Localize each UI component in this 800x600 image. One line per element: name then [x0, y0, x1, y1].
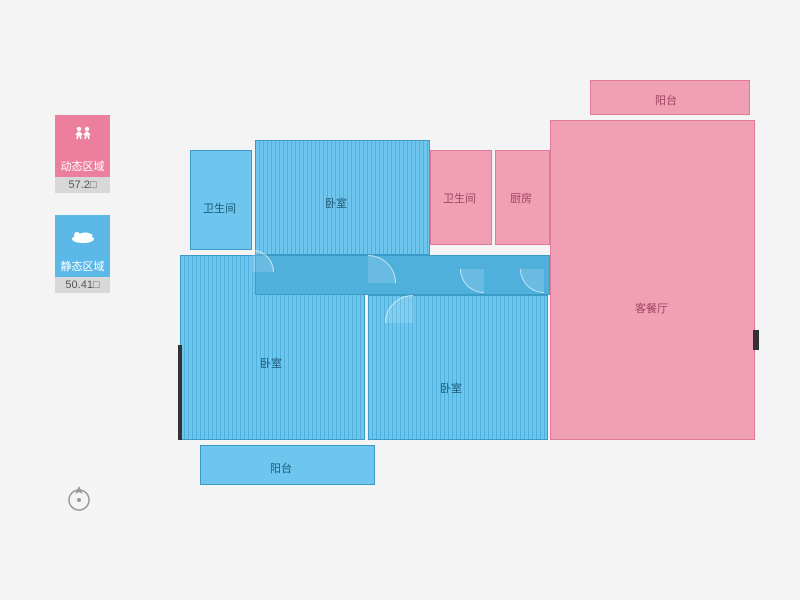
- people-icon: [71, 125, 95, 145]
- sleep-icon: [70, 226, 96, 244]
- room-label-kitchen: 厨房: [510, 190, 532, 206]
- room-hallway: [255, 255, 550, 295]
- legend-dynamic-value: 57.2□: [55, 177, 110, 193]
- room-label-bedroom1: 卧室: [325, 195, 347, 211]
- room-label-bedroom3: 卧室: [440, 380, 462, 396]
- legend-static-swatch: [55, 215, 110, 255]
- legend-static-label: 静态区域: [55, 255, 110, 277]
- room-label-bathroom2: 卫生间: [443, 190, 476, 206]
- legend-dynamic-label: 动态区域: [55, 155, 110, 177]
- legend-panel: 动态区域 57.2□ 静态区域 50.41□: [55, 115, 110, 315]
- room-living-main: [550, 120, 755, 440]
- compass-icon: [62, 480, 96, 519]
- room-label-balcony-bottom: 阳台: [270, 460, 292, 476]
- room-label-bathroom1: 卫生间: [203, 200, 236, 216]
- legend-static: 静态区域 50.41□: [55, 215, 110, 293]
- wall-accent: [753, 330, 759, 350]
- room-label-balcony-top: 阳台: [655, 92, 677, 108]
- legend-static-value: 50.41□: [55, 277, 110, 293]
- room-label-living-main: 客餐厅: [635, 300, 668, 316]
- room-label-bedroom2: 卧室: [260, 355, 282, 371]
- wall-accent: [178, 345, 182, 440]
- legend-dynamic: 动态区域 57.2□: [55, 115, 110, 193]
- legend-dynamic-swatch: [55, 115, 110, 155]
